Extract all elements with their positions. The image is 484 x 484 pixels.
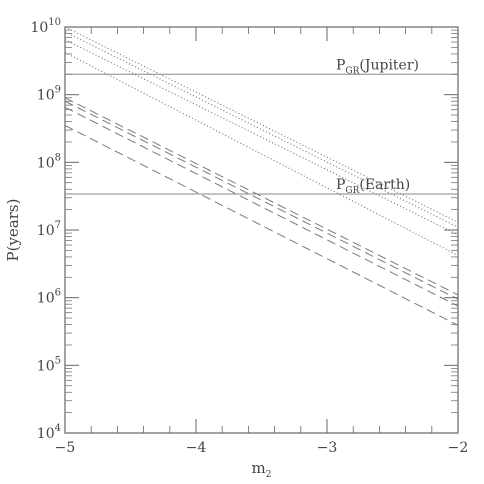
series-line-dashed (64, 125, 459, 326)
label-base: P (336, 177, 345, 193)
series-line-dashed (64, 100, 459, 300)
y-tick-label: 107 (37, 220, 61, 239)
axis-labels: m2 P(years) (4, 199, 271, 480)
reference-line-label: PGR(Earth) (336, 177, 410, 196)
y-tick-label: 109 (37, 85, 61, 104)
y-tick-label: 1010 (30, 17, 61, 36)
y-tick-label: 105 (37, 355, 61, 374)
label-subscript: GR (345, 186, 359, 196)
y-tick-base: 10 (30, 20, 48, 36)
plot-area (64, 26, 459, 434)
x-tick-label: −5 (55, 440, 76, 456)
x-tick-label: −4 (186, 440, 207, 456)
x-axis-label-base: m (252, 459, 266, 477)
x-axis-label-subscript: 2 (266, 470, 272, 480)
series-line-dashed (64, 97, 459, 296)
label-subscript: GR (345, 66, 359, 76)
y-axis-label: P(years) (4, 199, 22, 262)
y-tick-exponent: 9 (55, 85, 61, 96)
y-tick-label: 108 (37, 152, 61, 171)
reference-lines: PGR(Jupiter)PGR(Earth) (65, 57, 458, 196)
y-tick-exponent: 8 (55, 152, 61, 163)
series-line-dashed (64, 106, 459, 307)
y-tick-exponent: 5 (55, 355, 61, 366)
label-base: P (336, 57, 345, 73)
x-tick-label: −2 (448, 440, 469, 456)
label-rest: (Jupiter) (359, 57, 419, 73)
x-tick-label: −3 (317, 440, 338, 456)
y-tick-base: 10 (37, 426, 55, 442)
series-line-dotted (64, 52, 459, 256)
label-rest: (Earth) (359, 177, 410, 193)
y-tick-label: 104 (37, 423, 61, 442)
y-tick-exponent: 7 (55, 220, 61, 231)
y-tick-base: 10 (37, 358, 55, 374)
x-axis: −5 −4 −3 −2 (55, 27, 469, 456)
y-tick-base: 10 (37, 291, 55, 307)
y-tick-base: 10 (37, 223, 55, 239)
y-tick-exponent: 10 (48, 17, 61, 28)
y-tick-exponent: 6 (55, 288, 61, 299)
reference-line-label: PGR(Jupiter) (336, 57, 419, 76)
y-tick-label: 106 (37, 288, 61, 307)
y-tick-base: 10 (37, 88, 55, 104)
x-axis-label: m2 (252, 459, 272, 480)
plot-frame (64, 26, 459, 434)
data-series (64, 26, 459, 326)
y-tick-base: 10 (37, 155, 55, 171)
y-tick-exponent: 4 (55, 423, 61, 434)
